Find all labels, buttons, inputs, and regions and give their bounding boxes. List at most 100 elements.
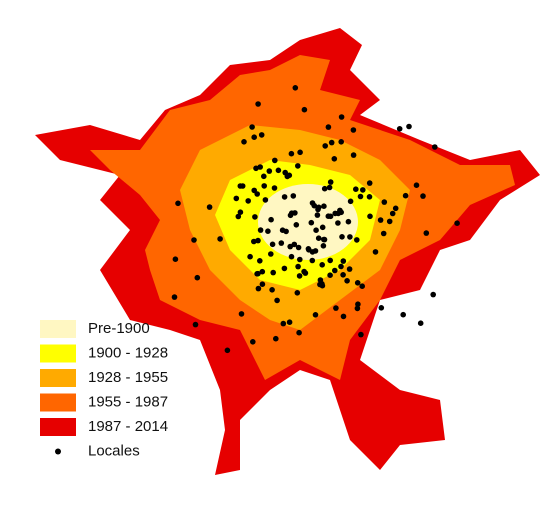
locale-dot [245,198,251,204]
locale-dot [259,281,266,288]
locale-dot [332,210,339,217]
locale-dot [171,294,178,300]
locale-dot [308,219,315,226]
legend-dot [55,448,61,455]
locale-dot [392,205,399,212]
locale-dot [261,183,268,189]
locale-dot [194,274,201,281]
locale-dot [325,124,332,130]
locale-dot [454,220,460,226]
legend-swatch [40,393,76,412]
locale-dot [340,258,347,264]
locale-dot [344,278,350,284]
legend-label: 1955 - 1987 [88,393,168,410]
locale-dot [292,85,299,91]
locale-dot [251,134,257,140]
locale-dot [366,194,373,200]
locale-dot [281,194,288,200]
locale-dot [217,236,223,242]
legend-swatch [40,320,76,338]
locale-dot [332,267,338,274]
legend-label: Pre-1900 [88,320,150,337]
locale-dot [295,163,301,169]
locale-dot [319,224,326,231]
legend-label: 1928 - 1955 [88,369,168,386]
locale-dot [389,210,396,217]
locale-dot [354,280,361,286]
locale-dot [253,165,259,172]
locale-dot [239,183,246,189]
locale-dot [301,106,308,113]
locale-dot [272,157,278,164]
locale-dot [327,179,334,185]
locale-dot [191,237,197,243]
locale-dot [261,173,267,180]
locale-dot [396,126,403,132]
locale-dot [402,192,409,199]
locale-dot [279,227,286,233]
urban-extent [35,28,540,475]
locale-dot [321,185,328,192]
locale-dot [339,234,345,240]
locale-dot [377,217,384,223]
locale-dot [287,243,294,250]
locale-dot [340,272,346,278]
locale-dot [338,263,344,270]
locale-dot [367,213,373,220]
locale-dot [257,164,264,170]
locale-dot [338,139,345,145]
locale-dot [430,291,437,298]
locale-dot [372,249,379,255]
locale-dot [255,101,261,107]
locale-dot [275,167,282,174]
locale-dot [259,268,266,275]
locale-dot [309,257,316,264]
legend-label: 1987 - 2014 [88,418,168,435]
locale-dot [251,238,257,245]
locale-dot [278,240,285,246]
locale-dot [432,144,438,150]
locale-dot [296,329,302,336]
locale-dot [237,209,244,215]
locale-dot [327,213,334,220]
locale-dot [291,241,298,248]
locale-dot [284,173,291,180]
legend-swatch [40,344,76,363]
locale-dot [311,202,318,209]
locale-dot [288,253,295,260]
locale-dot [316,204,322,211]
locale-dot [386,218,393,225]
locale-dot [333,305,339,311]
locale-dot [293,222,300,228]
legend-label: 1900 - 1928 [88,344,168,361]
locale-dot [354,237,360,243]
locale-dot [233,195,240,202]
legend-swatch [40,369,76,387]
locale-dot [255,285,262,292]
locale-dot [345,218,352,225]
locale-dot [254,271,260,277]
locale-dot [315,235,322,241]
locale-dot [358,331,364,338]
locale-dot [406,123,412,130]
locale-dot [322,143,329,149]
locale-dot [273,335,279,342]
locale-dot [327,257,334,264]
locale-dot [252,214,258,220]
locale-dot [270,269,277,276]
locale-dot [380,230,387,237]
locale-dot [347,198,354,205]
locale-dot [297,256,303,263]
locale-dot [420,193,426,199]
locale-dot [335,220,341,226]
locale-dot [274,297,280,304]
locale-dot [400,311,407,318]
locale-dot [224,347,231,354]
locale-dot [347,234,353,240]
locale-dot [423,230,430,236]
locale-dot [321,203,327,209]
locale-dot [268,251,274,257]
locale-dot [346,266,353,272]
locale-dot [296,273,303,279]
